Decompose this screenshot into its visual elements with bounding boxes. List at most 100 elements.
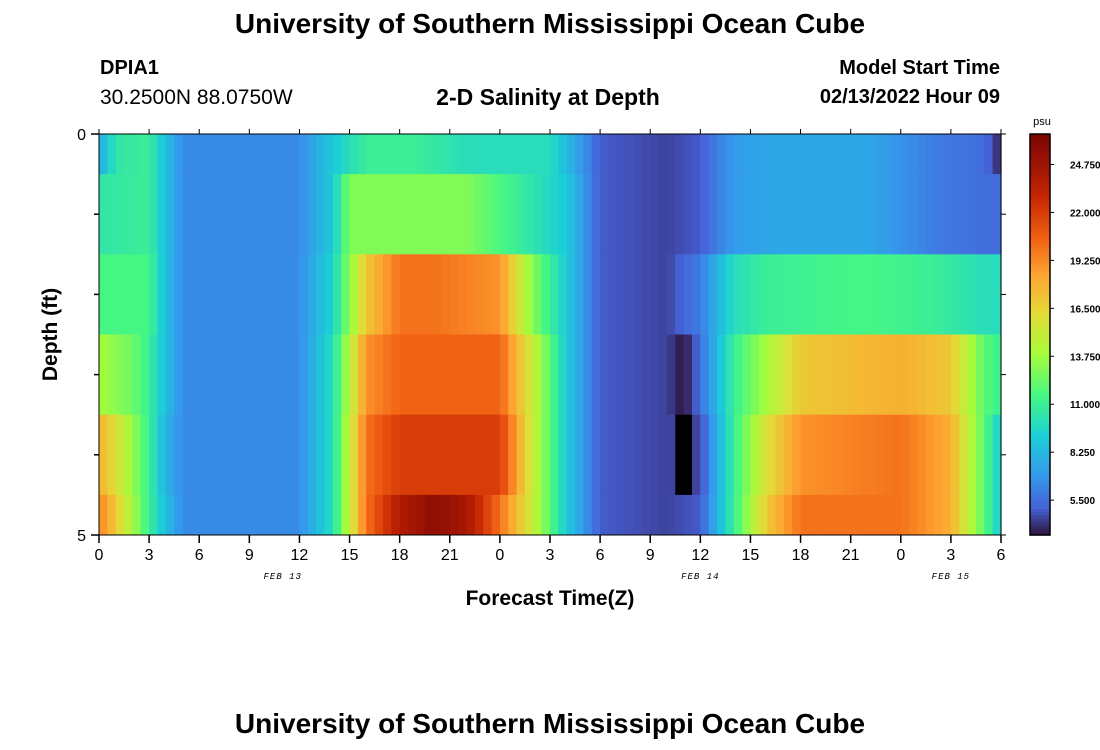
x-tick-label: 15 bbox=[742, 547, 760, 564]
heatmap-cell bbox=[842, 174, 852, 255]
heatmap-cell bbox=[950, 494, 960, 536]
colorbar-segment bbox=[1030, 317, 1050, 322]
heatmap-cell bbox=[725, 254, 735, 335]
colorbar-tick-label: 16.500 bbox=[1070, 304, 1100, 315]
heatmap-cell bbox=[324, 174, 334, 255]
heatmap-cell bbox=[149, 494, 159, 536]
colorbar-tick-label: 24.750 bbox=[1070, 161, 1100, 172]
heatmap-cell bbox=[566, 334, 576, 416]
heatmap-cell bbox=[491, 134, 501, 175]
heatmap-cell bbox=[650, 414, 660, 496]
heatmap-cell bbox=[524, 414, 534, 496]
heatmap-cell bbox=[157, 494, 167, 536]
heatmap-cell bbox=[591, 134, 601, 175]
heatmap-cell bbox=[215, 134, 225, 175]
colorbar-segment bbox=[1030, 381, 1050, 386]
heatmap-cell bbox=[441, 334, 451, 416]
colorbar-segment bbox=[1030, 391, 1050, 396]
heatmap-cell bbox=[458, 174, 468, 255]
heatmap-cell bbox=[691, 334, 701, 416]
heatmap-cell bbox=[750, 174, 760, 255]
heatmap-cell bbox=[925, 334, 935, 416]
heatmap-cell bbox=[917, 334, 927, 416]
heatmap-cell bbox=[842, 414, 852, 496]
heatmap-cell bbox=[524, 254, 534, 335]
heatmap-cell bbox=[658, 134, 668, 175]
colorbar-segment bbox=[1030, 324, 1050, 329]
colorbar-segment bbox=[1030, 374, 1050, 379]
colorbar-segment bbox=[1030, 301, 1050, 306]
colorbar-segment bbox=[1030, 140, 1050, 145]
page-title: University of Southern Mississippi Ocean… bbox=[234, 8, 866, 39]
heatmap-cell bbox=[99, 254, 108, 335]
heatmap-cell bbox=[524, 334, 534, 416]
colorbar-segment bbox=[1030, 234, 1050, 239]
heatmap-cell bbox=[875, 134, 885, 175]
heatmap-cell bbox=[257, 334, 267, 416]
heatmap-cell bbox=[508, 414, 518, 496]
heatmap-cell bbox=[291, 414, 301, 496]
heatmap-cell bbox=[299, 334, 309, 416]
heatmap-cell bbox=[449, 134, 459, 175]
heatmap-cell bbox=[992, 494, 1002, 536]
colorbar-segment bbox=[1030, 424, 1050, 429]
colorbar-segment bbox=[1030, 371, 1050, 376]
heatmap-cell bbox=[307, 414, 317, 496]
heatmap-cell bbox=[391, 494, 401, 536]
heatmap-cell bbox=[641, 414, 651, 496]
heatmap-cell bbox=[232, 134, 242, 175]
heatmap-cell bbox=[884, 134, 894, 175]
heatmap-cell bbox=[165, 414, 175, 496]
colorbar-segment bbox=[1030, 337, 1050, 342]
heatmap-cell bbox=[382, 174, 392, 255]
heatmap-cell bbox=[307, 174, 317, 255]
heatmap-cell bbox=[207, 334, 217, 416]
heatmap-cell bbox=[817, 174, 827, 255]
heatmap-cell bbox=[867, 334, 877, 416]
colorbar-segment bbox=[1030, 524, 1050, 529]
heatmap-cell bbox=[424, 334, 434, 416]
heatmap-cell bbox=[700, 334, 710, 416]
heatmap-cell bbox=[875, 334, 885, 416]
heatmap-cell bbox=[408, 134, 417, 175]
heatmap-cell bbox=[349, 254, 359, 335]
colorbar-segment bbox=[1030, 474, 1050, 479]
colorbar-segment bbox=[1030, 508, 1050, 513]
x-tick-label: 3 bbox=[946, 547, 955, 564]
heatmap-cell bbox=[140, 134, 150, 175]
heatmap-cell bbox=[433, 254, 443, 335]
heatmap-cell bbox=[499, 174, 509, 255]
heatmap-cell bbox=[341, 334, 351, 416]
heatmap-cell bbox=[266, 254, 275, 335]
colorbar-segment bbox=[1030, 284, 1050, 289]
heatmap-cell bbox=[215, 494, 225, 536]
heatmap-cell bbox=[892, 494, 902, 536]
heatmap-cell bbox=[408, 174, 417, 255]
x-tick-label: 6 bbox=[596, 547, 605, 564]
heatmap-cell bbox=[190, 254, 200, 335]
heatmap-cell bbox=[240, 334, 250, 416]
heatmap-cell bbox=[533, 174, 543, 255]
heatmap-cell bbox=[499, 254, 509, 335]
colorbar-segment bbox=[1030, 441, 1050, 446]
heatmap-cell bbox=[633, 494, 643, 536]
heatmap-cell bbox=[132, 174, 142, 255]
heatmap-cell bbox=[533, 254, 543, 335]
heatmap-cell bbox=[199, 334, 209, 416]
heatmap-cell bbox=[733, 254, 743, 335]
heatmap-cell bbox=[366, 134, 376, 175]
heatmap-cell bbox=[666, 174, 676, 255]
colorbar-segment bbox=[1030, 414, 1050, 419]
heatmap-cell bbox=[232, 494, 242, 536]
heatmap-cell bbox=[416, 174, 426, 255]
heatmap-cell bbox=[124, 494, 134, 536]
heatmap-cell bbox=[499, 414, 509, 496]
heatmap-cell bbox=[249, 254, 259, 335]
heatmap-cell bbox=[800, 494, 810, 536]
colorbar-segment bbox=[1030, 170, 1050, 175]
heatmap-cell bbox=[149, 334, 159, 416]
heatmap-cell bbox=[650, 134, 660, 175]
heatmap-cell bbox=[975, 134, 985, 175]
heatmap-cell bbox=[282, 494, 292, 536]
heatmap-cell bbox=[366, 334, 376, 416]
